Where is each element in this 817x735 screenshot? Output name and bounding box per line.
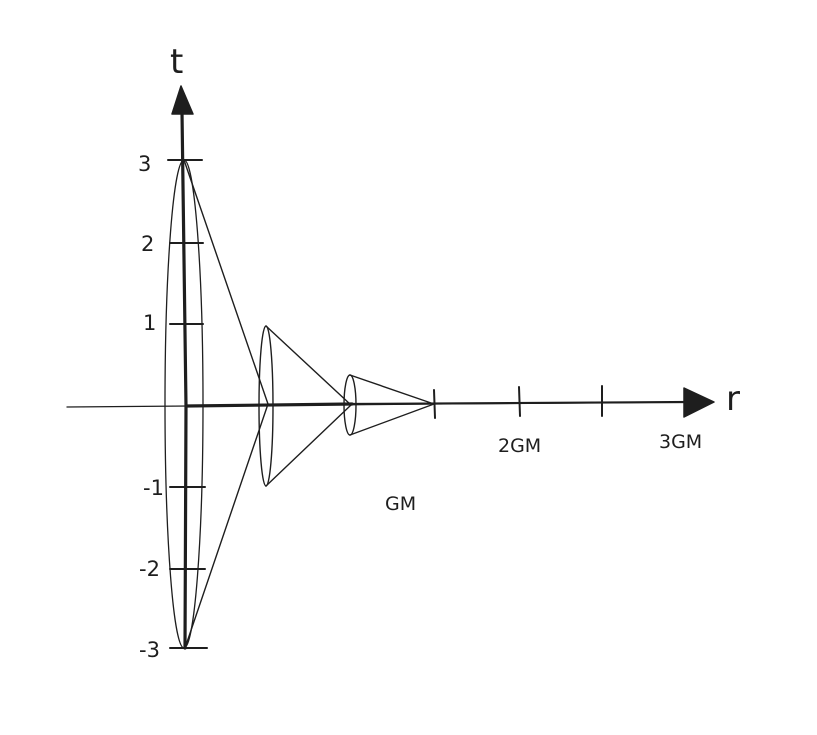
r-tick-label-gm: GM xyxy=(385,493,416,515)
r-axis-label: r xyxy=(726,379,740,419)
t-axis-arrowhead xyxy=(171,85,194,115)
cone-line-upper-small xyxy=(349,374,435,405)
r-tick-label-3gm: 3GM xyxy=(659,431,702,453)
r-axis-thick-segment-2 xyxy=(350,400,692,406)
cone-line-upper-origin xyxy=(183,159,269,405)
r-tick-2gm xyxy=(518,386,521,417)
r-axis-thick-segment xyxy=(184,402,354,408)
t-tick-label-minus-2: -2 xyxy=(139,557,160,581)
t-tick-label-minus-3: -3 xyxy=(139,638,160,662)
t-axis-line xyxy=(180,110,188,650)
r-axis-arrowhead xyxy=(683,387,715,418)
t-axis-label: t xyxy=(170,42,183,82)
cone-line-lower-middle xyxy=(265,404,352,487)
cone-line-lower-origin xyxy=(184,403,269,649)
t-tick-label-minus-1: -1 xyxy=(143,476,164,500)
t-tick-label-2: 2 xyxy=(141,232,154,256)
t-tick-label-1: 1 xyxy=(143,311,156,335)
r-tick-label-2gm: 2GM xyxy=(498,435,541,457)
cone-line-upper-middle xyxy=(265,325,352,406)
cone-line-lower-small xyxy=(349,403,435,436)
t-tick-label-3: 3 xyxy=(138,152,151,176)
